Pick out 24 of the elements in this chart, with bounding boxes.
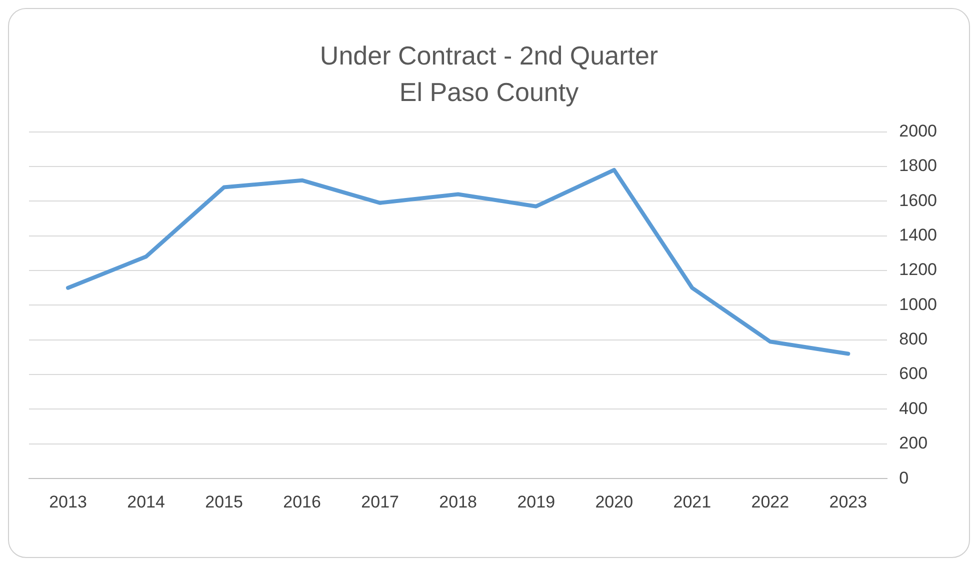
y-tick-label: 1400 — [899, 226, 938, 245]
y-tick-label: 1000 — [899, 294, 938, 314]
x-tick-label: 2015 — [205, 492, 243, 512]
y-tick-label: 600 — [899, 364, 928, 384]
y-tick-label: 2000 — [899, 121, 938, 140]
y-tick-label: 1200 — [899, 260, 938, 280]
text: El Paso County — [399, 76, 579, 107]
y-tick-label: 800 — [899, 330, 928, 349]
x-tick-label: 2021 — [673, 492, 712, 512]
x-tick-label: 2016 — [283, 492, 321, 512]
y-tick-label: 0 — [899, 468, 909, 488]
x-tick-label: 2019 — [517, 492, 556, 512]
y-tick-label: 200 — [899, 434, 928, 453]
x-tick-label: 2023 — [829, 492, 868, 512]
y-tick-label: 400 — [899, 398, 928, 418]
x-tick-label: 2020 — [595, 492, 634, 512]
x-tick-label: 2018 — [439, 492, 478, 512]
y-tick-label: 1800 — [899, 156, 938, 176]
x-tick-label: 2022 — [751, 492, 790, 512]
y-tick-label: 1600 — [899, 190, 938, 210]
x-tick-label: 2017 — [361, 492, 399, 512]
x-tick-label: 2014 — [127, 492, 165, 512]
x-tick-label: 2013 — [49, 492, 87, 512]
text: Under Contract - 2nd Quarter — [320, 40, 658, 70]
